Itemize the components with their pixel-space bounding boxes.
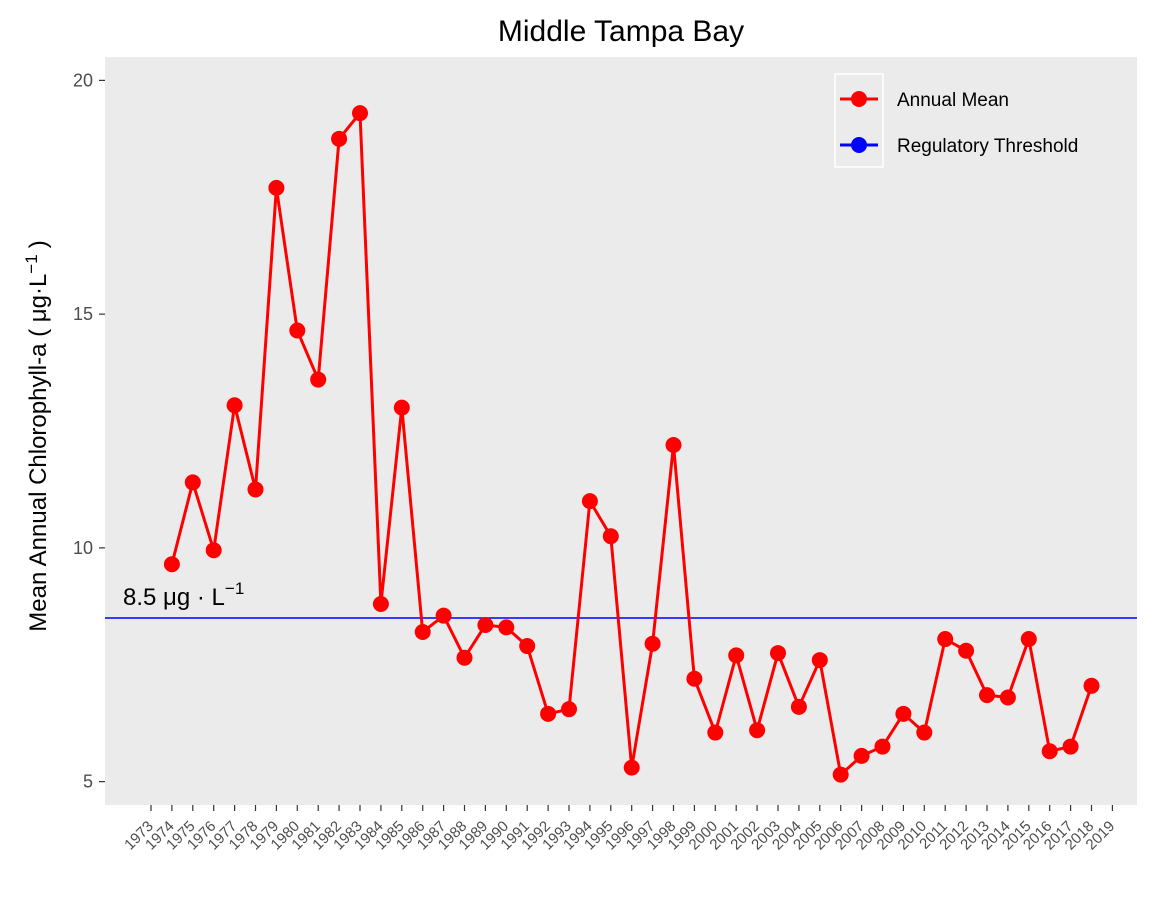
x-axis: 1973197419751976197719781979198019811982…	[121, 805, 1118, 853]
y-axis-label-sup: −1	[22, 254, 41, 273]
annual-mean-series	[163, 105, 1100, 783]
annual-mean-point-1986	[414, 624, 431, 641]
annual-mean-point-1974	[163, 556, 180, 573]
annual-mean-point-1982	[331, 130, 348, 147]
annual-mean-point-1993	[561, 701, 577, 718]
y-axis: 5 10 15 20	[73, 70, 105, 792]
legend-label-annual-mean: Annual Mean	[897, 90, 1009, 111]
annual-mean-point-2007	[853, 747, 870, 764]
annual-mean-point-1998	[665, 437, 682, 454]
annual-mean-point-2000	[707, 724, 724, 741]
annual-mean-point-2008	[874, 738, 891, 755]
annual-mean-point-1987	[435, 607, 452, 624]
annual-mean-point-1978	[247, 481, 264, 498]
threshold-annotation: 8.5 μg · L−1	[123, 579, 244, 611]
legend-key-point-annual-mean	[851, 91, 867, 107]
annual-mean-point-1988	[456, 649, 473, 666]
annual-mean-point-2012	[958, 642, 975, 659]
annual-mean-point-2006	[832, 766, 849, 783]
annual-mean-point-1991	[519, 638, 536, 655]
annual-mean-point-1985	[393, 399, 410, 416]
threshold-annotation-value: 8.5	[123, 584, 156, 611]
annual-mean-point-1981	[310, 371, 327, 388]
threshold-annotation-sup: −1	[225, 579, 244, 598]
chart-title: Middle Tampa Bay	[498, 15, 744, 48]
y-tick-label-10: 10	[73, 538, 93, 558]
annual-mean-point-2011	[937, 631, 954, 648]
annual-mean-point-1990	[498, 619, 515, 636]
annual-mean-point-2018	[1083, 677, 1100, 694]
annual-mean-point-2004	[790, 698, 807, 715]
annual-mean-point-2017	[1062, 738, 1079, 755]
annual-mean-point-2016	[1041, 743, 1058, 760]
legend: Annual Mean Regulatory Threshold	[834, 73, 1078, 168]
annual-mean-point-1980	[289, 322, 306, 339]
annual-mean-point-2010	[916, 724, 933, 741]
annual-mean-point-2013	[979, 687, 995, 704]
y-axis-label-close: )	[25, 240, 52, 248]
annual-mean-point-2003	[770, 645, 786, 662]
threshold-annotation-unit: μg · L	[163, 584, 225, 611]
y-tick-label-20: 20	[73, 70, 93, 90]
annual-mean-point-1979	[268, 179, 285, 196]
annual-mean-point-2001	[728, 647, 745, 664]
annual-mean-point-1997	[644, 635, 661, 652]
annual-mean-point-1984	[372, 595, 389, 612]
annual-mean-point-2015	[1020, 631, 1037, 648]
annual-mean-point-1975	[184, 474, 201, 491]
annual-mean-point-2014	[999, 689, 1016, 706]
legend-key-point-regulatory-threshold	[851, 137, 867, 153]
y-axis-label-main: Mean Annual Chlorophyll-a (	[25, 322, 52, 632]
annual-mean-point-1996	[623, 759, 640, 776]
annual-mean-point-1995	[602, 528, 619, 545]
annual-mean-point-1977	[226, 397, 243, 414]
y-axis-label: Mean Annual Chlorophyll-a ( μg·L−1)	[22, 240, 52, 631]
y-axis-label-unit: μg·L	[25, 274, 52, 323]
annual-mean-point-2002	[749, 722, 766, 739]
annual-mean-point-1992	[540, 705, 557, 722]
legend-background	[834, 73, 884, 168]
annual-mean-point-1999	[686, 670, 703, 687]
annual-mean-point-1994	[581, 493, 598, 510]
y-tick-label-5: 5	[83, 772, 93, 792]
annual-mean-point-1976	[205, 542, 222, 559]
legend-label-regulatory-threshold: Regulatory Threshold	[897, 136, 1078, 157]
annual-mean-point-1983	[352, 105, 368, 122]
annual-mean-point-2005	[811, 652, 828, 669]
y-tick-label-15: 15	[73, 304, 93, 324]
annual-mean-point-1989	[477, 617, 494, 634]
annual-mean-point-2009	[895, 705, 912, 722]
